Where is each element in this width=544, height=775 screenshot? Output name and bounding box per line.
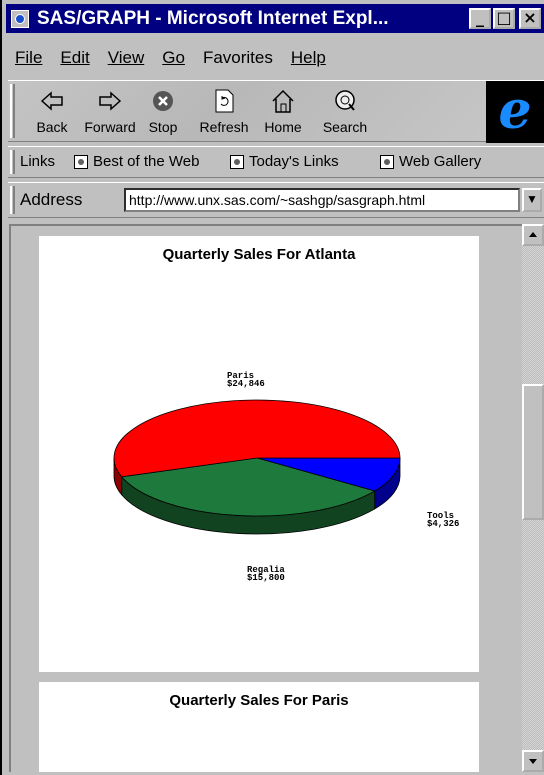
- standard-toolbar: Back Forward Stop Refresh Home: [8, 80, 544, 143]
- window-title: SAS/GRAPH - Microsoft Internet Expl...: [37, 7, 389, 29]
- stop-label: Stop: [148, 119, 178, 135]
- page-icon: [74, 154, 88, 169]
- forward-arrow-icon: [82, 87, 138, 115]
- menu-file[interactable]: File: [15, 48, 43, 67]
- search-button[interactable]: Search: [314, 87, 376, 135]
- home-icon: [258, 87, 308, 115]
- menu-go[interactable]: Go: [162, 48, 185, 67]
- title-bar[interactable]: SAS/GRAPH - Microsoft Internet Expl... _…: [6, 4, 544, 33]
- search-label: Search: [322, 119, 368, 135]
- forward-button[interactable]: Forward: [82, 87, 138, 135]
- address-grip[interactable]: [10, 186, 15, 214]
- chart-panel-paris: Quarterly Sales For Paris: [39, 682, 479, 772]
- slice-value-label: $24,846: [227, 379, 265, 389]
- page-content: Quarterly Sales For Atlanta Paris $24,846…: [9, 224, 522, 772]
- stop-button[interactable]: Stop: [138, 87, 188, 135]
- menu-view[interactable]: View: [107, 48, 145, 67]
- back-arrow-icon: [24, 87, 80, 115]
- ie-logo: e: [486, 81, 544, 143]
- menu-bar: File Edit View Go Favorites Help: [6, 48, 335, 72]
- slice-label: Regalia: [247, 565, 285, 575]
- vertical-scrollbar[interactable]: [522, 224, 544, 772]
- chart-title: Quarterly Sales For Atlanta: [162, 246, 356, 263]
- chart-panel-atlanta: Quarterly Sales For Atlanta Paris $24,846…: [39, 236, 479, 672]
- address-label: Address: [20, 190, 83, 209]
- pie-slice-paris: [113, 399, 401, 478]
- link-todays-links[interactable]: Today's Links: [230, 153, 339, 170]
- pie-slice-tools: [256, 457, 401, 492]
- address-input[interactable]: http://www.unx.sas.com/~sashgp/sasgraph.…: [124, 188, 520, 212]
- scroll-down-button[interactable]: [522, 750, 544, 772]
- toolbar-grip[interactable]: [10, 84, 15, 138]
- menu-favorites[interactable]: Favorites: [202, 48, 273, 67]
- menu-edit[interactable]: Edit: [60, 48, 90, 67]
- links-label: Links: [20, 153, 56, 170]
- minimize-button[interactable]: _: [469, 8, 491, 29]
- scroll-up-button[interactable]: [522, 224, 544, 246]
- links-bar: Links Best of the Web Today's Links Web …: [8, 146, 544, 178]
- address-bar: Address http://www.unx.sas.com/~sashgp/s…: [8, 182, 544, 218]
- back-button[interactable]: Back: [24, 87, 80, 135]
- address-dropdown-button[interactable]: ▼: [522, 188, 542, 212]
- refresh-icon: [192, 87, 256, 115]
- slice-value-label: $4,326: [427, 519, 459, 529]
- slice-value-label: $15,800: [247, 573, 285, 583]
- home-label: Home: [264, 119, 302, 135]
- refresh-label: Refresh: [199, 119, 249, 135]
- pie-chart-atlanta: Paris$24,846 Regalia$15,800 Tools$4,326: [113, 371, 459, 583]
- search-icon: [314, 87, 376, 115]
- slice-label: Tools: [427, 511, 454, 521]
- stop-icon: [138, 87, 188, 115]
- menu-help[interactable]: Help: [290, 48, 326, 67]
- home-button[interactable]: Home: [258, 87, 308, 135]
- page-icon: [380, 154, 394, 169]
- pie-slice-regalia: [120, 457, 376, 517]
- link-best-of-the-web[interactable]: Best of the Web: [74, 153, 199, 170]
- ie-app-icon[interactable]: [11, 9, 29, 28]
- link-web-gallery[interactable]: Web Gallery: [380, 153, 481, 170]
- chart-title: Quarterly Sales For Paris: [169, 692, 349, 709]
- page-icon: [230, 154, 244, 169]
- scroll-thumb[interactable]: [522, 384, 544, 520]
- forward-label: Forward: [84, 119, 136, 135]
- slice-label: Paris: [227, 371, 254, 381]
- close-button[interactable]: ×: [519, 8, 541, 29]
- refresh-button[interactable]: Refresh: [192, 87, 256, 135]
- back-label: Back: [36, 119, 68, 135]
- maximize-button[interactable]: □: [493, 8, 515, 29]
- links-grip[interactable]: [10, 150, 15, 174]
